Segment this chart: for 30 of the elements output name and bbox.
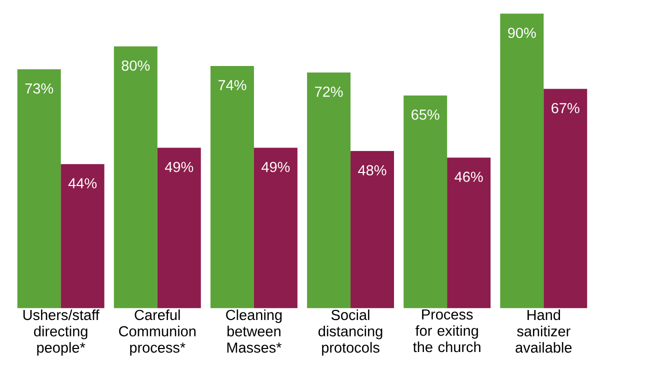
data-label: 65% [412,110,440,120]
data-label: 67% [552,102,580,114]
x-tick-label: Ushers/staff directing people* [23,309,100,356]
data-label: 46% [454,172,483,182]
x-tick-label: Careful Communion process* [119,309,196,356]
bar [157,148,201,308]
data-label: 72% [315,86,343,97]
bar [17,69,61,308]
bar [210,66,254,308]
bar [544,88,588,308]
data-label: 44% [68,178,97,188]
bar [447,158,491,308]
bar [254,148,298,308]
data-label: 49% [164,162,194,172]
data-label: 74% [218,80,246,90]
data-label: 80% [122,60,150,71]
bar [307,72,351,308]
bar [60,164,104,308]
bar [114,46,158,308]
data-label: 90% [508,28,536,38]
x-tick-label: Social distancing protocols [318,309,382,356]
bar [404,95,448,308]
bar [500,14,544,308]
x-tick-label: Process for exiting the church [413,309,480,352]
data-label: 73% [25,83,54,94]
data-label: 49% [262,162,290,172]
data-label: 48% [358,165,386,176]
x-tick-label: Cleaning between Masses* [226,309,282,353]
bar [350,151,394,308]
x-tick-label: Hand sanitizer available [516,309,572,353]
